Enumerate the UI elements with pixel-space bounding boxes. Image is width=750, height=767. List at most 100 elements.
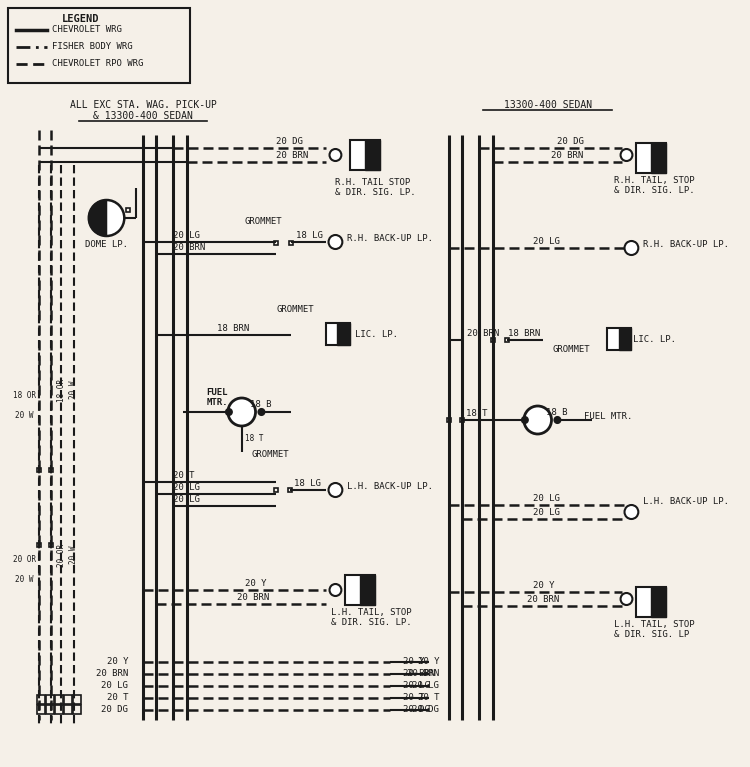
Text: 20 LG: 20 LG [413, 682, 439, 690]
Text: 20 DG: 20 DG [276, 137, 303, 146]
Bar [350, 140, 380, 170]
Circle shape [259, 409, 265, 415]
Circle shape [328, 483, 342, 497]
Bar [289, 241, 293, 245]
Bar [636, 587, 666, 617]
Text: 18 LG: 18 LG [296, 231, 322, 240]
Text: GROMMET: GROMMET [553, 345, 590, 354]
Text: & 13300-400 SEDAN: & 13300-400 SEDAN [93, 111, 193, 121]
Text: 20 LG: 20 LG [532, 508, 560, 517]
Text: LIC. LP.: LIC. LP. [356, 330, 398, 339]
Text: 20 Y: 20 Y [403, 657, 424, 667]
Text: & DIR. SIG. LP.: & DIR. SIG. LP. [332, 618, 412, 627]
Bar [46, 695, 54, 704]
Bar [491, 338, 495, 342]
Text: 20 DG: 20 DG [101, 706, 128, 715]
Bar [64, 705, 72, 714]
Text: 20 T: 20 T [106, 693, 128, 703]
Circle shape [524, 406, 551, 434]
Text: 20 LG: 20 LG [403, 682, 430, 690]
Text: 20 BRN: 20 BRN [550, 151, 583, 160]
Text: 20 W: 20 W [70, 380, 79, 400]
Polygon shape [338, 323, 350, 345]
Bar [447, 418, 451, 422]
Bar [460, 418, 464, 422]
Circle shape [620, 593, 632, 605]
Text: 18 OR: 18 OR [13, 390, 36, 400]
Text: CHEVROLET WRG: CHEVROLET WRG [53, 25, 122, 34]
Text: 18 OR: 18 OR [57, 378, 66, 402]
Circle shape [228, 398, 256, 426]
Text: 20 Y: 20 Y [106, 657, 128, 667]
Text: CHEVROLET RPO WRG: CHEVROLET RPO WRG [53, 59, 144, 68]
Text: 18 B: 18 B [250, 400, 271, 409]
Text: 20 OR: 20 OR [57, 544, 66, 567]
Text: 18 LG: 18 LG [294, 479, 321, 488]
Bar [288, 488, 292, 492]
Text: 20 BRN: 20 BRN [403, 670, 435, 679]
Circle shape [328, 235, 342, 249]
Bar [274, 241, 278, 245]
Text: 20 BRN: 20 BRN [276, 151, 308, 160]
Text: 18 BRN: 18 BRN [508, 329, 540, 338]
Text: 20 LG: 20 LG [172, 231, 200, 240]
Text: & DIR. SIG. LP.: & DIR. SIG. LP. [335, 188, 416, 197]
Text: 20 DG: 20 DG [403, 706, 430, 715]
Text: LIC. LP.: LIC. LP. [634, 335, 676, 344]
Bar [38, 705, 46, 714]
Text: 20 BRN: 20 BRN [237, 593, 269, 602]
Text: 20 T: 20 T [403, 693, 424, 703]
Circle shape [554, 417, 560, 423]
Bar [50, 468, 53, 472]
Bar [73, 705, 81, 714]
Polygon shape [365, 140, 380, 170]
Text: 20 DG: 20 DG [413, 706, 439, 715]
Polygon shape [619, 328, 632, 350]
Text: R.H. TAIL STOP: R.H. TAIL STOP [335, 178, 411, 187]
Text: FUEL MTR.: FUEL MTR. [584, 412, 632, 421]
Text: 20 T: 20 T [172, 471, 194, 480]
Text: DOME LP.: DOME LP. [85, 240, 128, 249]
Text: 13300-400 SEDAN: 13300-400 SEDAN [503, 100, 592, 110]
Text: L.H. BACK-UP LP.: L.H. BACK-UP LP. [644, 497, 729, 506]
Text: R.H. BACK-UP LP.: R.H. BACK-UP LP. [347, 234, 433, 243]
Circle shape [625, 241, 638, 255]
Bar [8, 8, 190, 83]
Text: L.H. TAIL, STOP: L.H. TAIL, STOP [614, 620, 695, 629]
Text: 20 Y: 20 Y [532, 581, 554, 590]
Text: L.H. BACK-UP LP.: L.H. BACK-UP LP. [347, 482, 433, 491]
Text: 18 T: 18 T [244, 434, 263, 443]
Circle shape [226, 409, 232, 415]
Text: LEGEND: LEGEND [62, 14, 100, 24]
Circle shape [88, 200, 125, 236]
Bar [38, 543, 41, 547]
Bar [636, 143, 666, 173]
Text: 20 LG: 20 LG [172, 483, 200, 492]
Bar [607, 328, 631, 350]
Polygon shape [651, 143, 666, 173]
Text: 20 Y: 20 Y [418, 657, 439, 667]
Text: FISHER BODY WRG: FISHER BODY WRG [53, 42, 133, 51]
Bar [506, 338, 509, 342]
Text: 20 BRN: 20 BRN [526, 595, 559, 604]
Text: 20 LG: 20 LG [532, 237, 560, 246]
Text: & DIR. SIG. LP: & DIR. SIG. LP [614, 630, 689, 639]
Text: GROMMET: GROMMET [251, 450, 290, 459]
Polygon shape [88, 200, 106, 236]
Polygon shape [360, 575, 375, 605]
Bar [56, 695, 63, 704]
Bar [56, 705, 63, 714]
Bar [345, 575, 375, 605]
Circle shape [329, 149, 341, 161]
Text: MTR.: MTR. [206, 398, 228, 407]
Text: 18 T: 18 T [466, 409, 488, 418]
Text: 20 BRN: 20 BRN [466, 329, 499, 338]
Circle shape [522, 417, 528, 423]
Bar [326, 323, 350, 345]
Text: ALL EXC STA. WAG. PICK-UP: ALL EXC STA. WAG. PICK-UP [70, 100, 217, 110]
Polygon shape [651, 587, 666, 617]
Text: GROMMET: GROMMET [276, 305, 314, 314]
Bar [126, 208, 130, 212]
Bar [274, 488, 278, 492]
Circle shape [625, 505, 638, 519]
